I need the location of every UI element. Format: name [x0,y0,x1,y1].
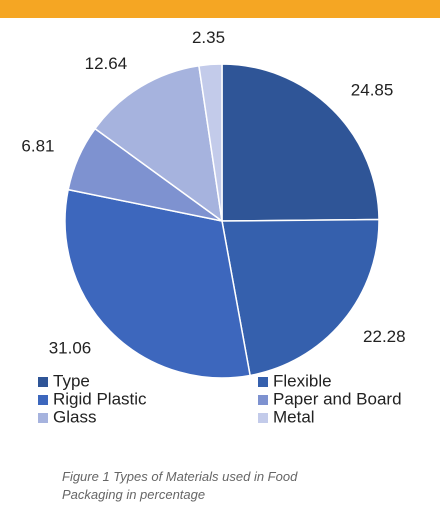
data-label: 22.28 [363,327,406,346]
pie-slice [93,64,224,223]
legend-label: Type [53,371,90,390]
caption: Figure 1 Types of Materials used in Food… [62,469,298,502]
pie-slice [221,218,380,377]
pie-slice [198,63,223,222]
data-label: 2.35 [192,28,225,47]
pie-slice [64,188,251,379]
legend-label: Flexible [273,371,332,390]
legend-label: Rigid Plastic [53,389,147,408]
data-label: 31.06 [49,339,92,358]
legend-swatch [38,413,48,423]
top-bar [0,0,440,18]
data-label: 6.81 [21,137,54,156]
chart: 24.85 22.28 31.06 6.81 12.64 2.35 Type Flexible… [0,0,440,426]
legend-swatch [38,377,48,387]
data-label: 12.64 [85,54,128,73]
legend-swatch [258,413,268,423]
legend-label: Metal [273,407,315,426]
pie-slice [221,63,380,222]
legend-swatch [38,395,48,405]
data-label: 24.85 [351,80,394,99]
legend-label: Glass [53,407,96,426]
legend-label: Paper and Board [273,389,402,408]
legend-swatch [258,395,268,405]
legend-swatch [258,377,268,387]
